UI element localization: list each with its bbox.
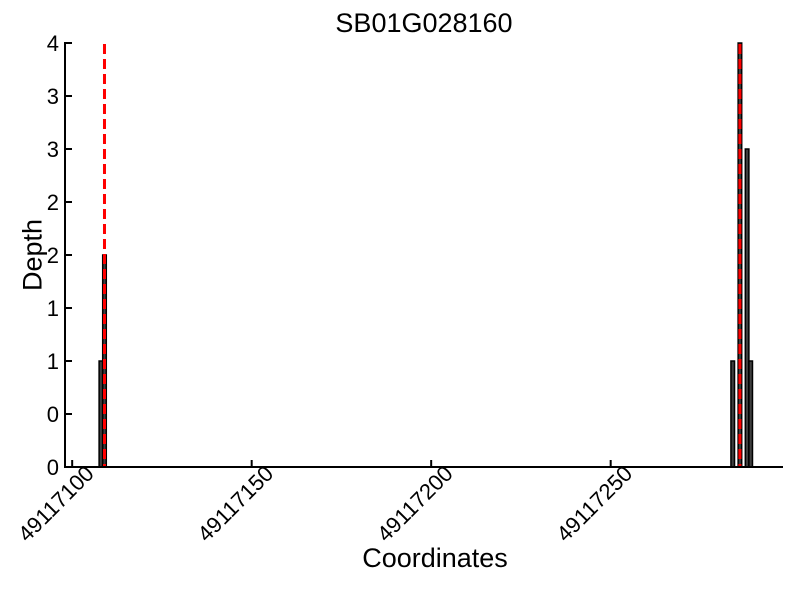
y-tick-label: 1 [47,349,59,374]
y-tick-label: 2 [47,190,59,215]
y-tick-label: 2 [47,243,59,268]
x-tick-label: 49117200 [372,461,458,547]
depth-bar [730,360,736,468]
x-tick-label: 49117150 [193,461,279,547]
y-tick-label: 3 [47,137,59,162]
y-tick-label: 0 [47,402,59,427]
x-tick-label: 49117250 [552,461,638,547]
y-tick-label: 0 [47,455,59,480]
y-tick-label: 4 [47,31,59,56]
y-tick-label: 1 [47,296,59,321]
depth-bar [748,360,754,468]
y-tick-label: 3 [47,84,59,109]
chart-title: SB01G028160 [335,8,513,38]
x-axis-label: Coordinates [362,543,508,573]
